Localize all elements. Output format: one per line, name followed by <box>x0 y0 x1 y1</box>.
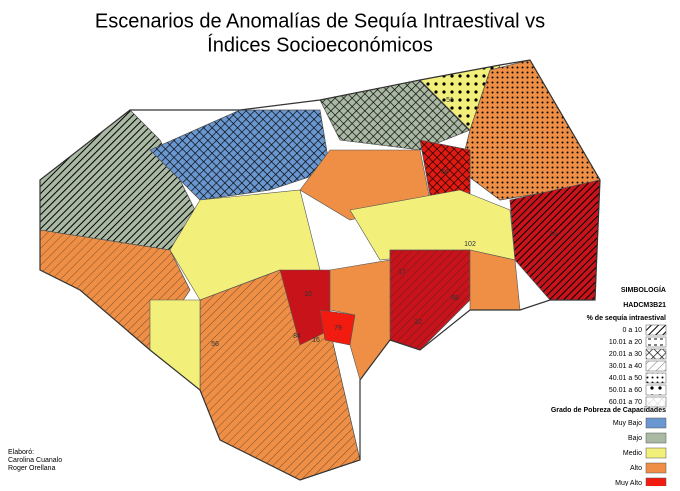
title: Escenarios de Anomalías de Sequía Intrae… <box>95 10 545 32</box>
legend-swatch <box>645 348 667 360</box>
region-label: 32 <box>414 319 422 326</box>
legend-subtitle: % de sequía intraestival <box>587 315 666 322</box>
region-label: 79 <box>334 325 342 332</box>
legend-swatch <box>645 447 667 459</box>
legend-label: Muy Bajo <box>613 420 642 427</box>
map: 18 66 79 10 84 16 17 32 68 102 56 51 <box>39 59 601 481</box>
region-label: 102 <box>464 241 476 248</box>
legend-swatch <box>645 432 667 444</box>
legend-model: HADCM3B21 <box>623 302 666 309</box>
legend-swatch <box>645 477 667 489</box>
region-label: 10 <box>304 291 312 298</box>
legend-subtitle: Grado de Pobreza de Capacidades <box>551 407 666 414</box>
credit: Elaboró: <box>8 449 34 456</box>
region-label: 18 <box>549 231 557 238</box>
region-label: 51 <box>446 97 454 104</box>
legend-label: 50.01 a 60 <box>609 387 642 394</box>
region-label: 16 <box>312 337 320 344</box>
legend-label: Alto <box>630 465 642 472</box>
legend-label: Muy Alto <box>615 480 642 486</box>
title: Índices Socioeconómicos <box>207 33 433 56</box>
credit: Carolina Cuanalo <box>8 457 62 464</box>
legend-swatch <box>645 372 667 384</box>
legend-label: 0 a 10 <box>623 327 643 334</box>
legend-swatch <box>645 384 667 396</box>
legend-label: 60.01 a 70 <box>609 399 642 406</box>
region-label: 66 <box>441 169 449 176</box>
legend-label: 30.01 a 40 <box>609 363 642 370</box>
region-label: 56 <box>211 341 219 348</box>
legend-swatch <box>645 396 667 408</box>
legend: SIMBOLOGÍA HADCM3B21 % de sequía intraes… <box>551 285 667 489</box>
legend-swatch <box>645 417 667 429</box>
legend-label: Bajo <box>628 435 642 442</box>
region-label: 84 <box>293 333 301 340</box>
legend-swatch <box>645 462 667 474</box>
legend-swatch <box>645 336 667 348</box>
legend-label: Medio <box>623 450 642 457</box>
legend-label: 10.01 a 20 <box>609 339 642 346</box>
region-label: 68 <box>451 295 459 302</box>
region-label: 17 <box>398 269 406 276</box>
credit: Roger Orellana <box>8 465 56 472</box>
legend-swatch <box>645 324 667 336</box>
legend-heading: SIMBOLOGÍA <box>621 285 666 294</box>
legend-swatch <box>645 360 667 372</box>
legend-label: 20.01 a 30 <box>609 351 642 358</box>
legend-label: 40.01 a 50 <box>609 375 642 382</box>
